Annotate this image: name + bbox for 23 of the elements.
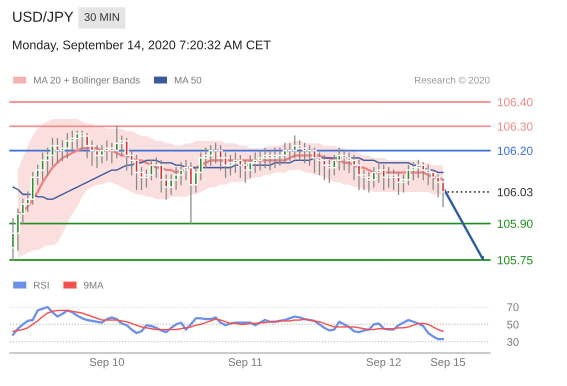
y-tick-label: 106.20 <box>498 146 533 156</box>
chart-subtitle: Monday, September 14, 2020 7:20:32 AM CET <box>13 40 271 52</box>
y-tick-label: 70 <box>507 303 519 312</box>
line-series <box>12 306 444 340</box>
chart-title: USD/JPY <box>13 11 74 22</box>
x-tick-label: Sep 11 <box>228 358 262 368</box>
y-tick-label: 106.03 <box>498 188 533 196</box>
y-tick-label: 106.40 <box>498 98 533 106</box>
x-tick-label: Sep 10 <box>90 358 124 368</box>
text: 30 MIN <box>84 13 119 21</box>
legend-label: RSI <box>34 282 49 289</box>
legend-label: MA 50 <box>174 76 202 84</box>
legend-label: 9MA <box>84 282 104 289</box>
y-tick-label: 30 <box>507 338 519 346</box>
legend-label: MA 20 + Bollinger Bands <box>34 76 140 86</box>
y-tick-label: 105.90 <box>498 220 533 228</box>
y-tick-label: 105.75 <box>498 256 533 264</box>
x-tick-label: Sep 12 <box>366 358 401 368</box>
x-tick-label: Sep 15 <box>430 358 466 368</box>
y-tick-label: 50 <box>507 320 519 328</box>
y-tick-label: 106.30 <box>498 122 533 131</box>
line-series <box>12 310 444 332</box>
text: Research © 2020 <box>415 76 490 84</box>
